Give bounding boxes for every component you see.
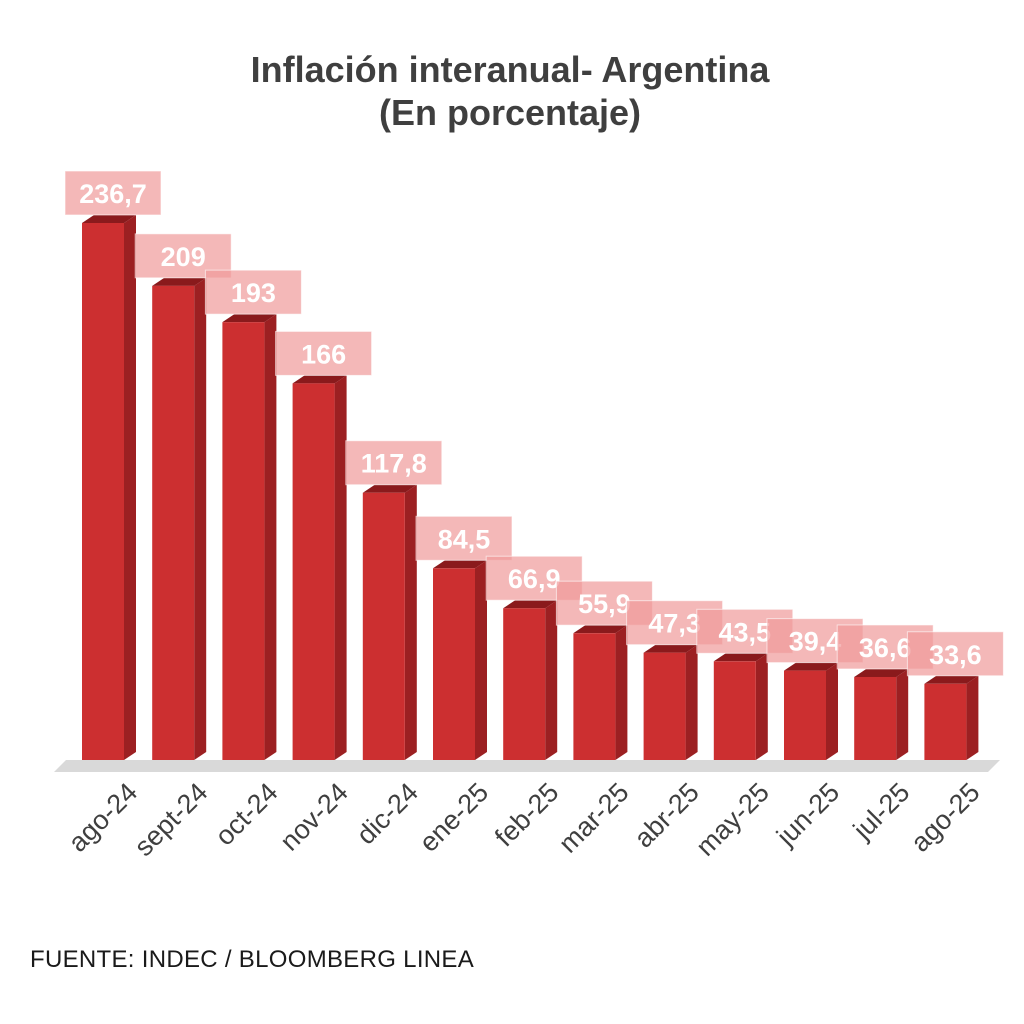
- value-label: 55,9: [578, 589, 631, 619]
- bar: [292, 383, 335, 760]
- bar-side: [334, 375, 347, 760]
- bar-side: [826, 662, 838, 760]
- value-label: 33,6: [929, 640, 982, 670]
- bar-side: [264, 314, 277, 760]
- bar-side: [475, 560, 487, 760]
- bar: [713, 661, 756, 760]
- bar-top: [362, 484, 417, 493]
- x-tick-label: dic-24: [351, 777, 424, 850]
- bar-top: [643, 644, 698, 653]
- value-label: 117,8: [361, 449, 427, 479]
- value-label: 209: [161, 242, 206, 272]
- bar: [503, 608, 546, 760]
- value-label: 43,5: [719, 617, 772, 647]
- source-note: FUENTE: INDEC / BLOOMBERG LINEA: [30, 946, 475, 973]
- bar-side: [194, 277, 207, 760]
- x-tick-label: feb-25: [489, 777, 564, 852]
- chart-title-line2: (En porcentaje): [379, 92, 641, 133]
- x-tick-label: may-25: [690, 777, 775, 862]
- value-label: 166: [301, 339, 346, 369]
- bar: [222, 322, 265, 760]
- bars-group: [82, 215, 979, 760]
- bar-top: [152, 277, 207, 286]
- chart-title-line1: Inflación interanual- Argentina: [251, 49, 771, 90]
- bar-top: [924, 675, 979, 684]
- bar-top: [854, 668, 909, 677]
- x-tick-label: mar-25: [553, 777, 635, 859]
- bar-side: [615, 625, 628, 760]
- x-tick-label: nov-24: [274, 777, 354, 857]
- bar-side: [404, 484, 417, 760]
- bar-top: [222, 314, 277, 323]
- value-label: 193: [231, 278, 276, 308]
- bar-side: [124, 215, 136, 760]
- x-tick-label: ago-24: [63, 777, 144, 858]
- bar: [152, 285, 195, 760]
- x-tick-label: oct-24: [209, 777, 283, 851]
- bar-side: [755, 653, 768, 760]
- bar-top: [503, 600, 558, 609]
- value-label-box: [345, 440, 443, 486]
- bar-top: [784, 662, 838, 671]
- value-label-box: [906, 631, 1004, 677]
- x-tick-label: ene-25: [414, 777, 495, 858]
- x-tick-label: jun-25: [770, 777, 845, 852]
- chart-floor: [54, 760, 1000, 772]
- bar-side: [966, 675, 979, 760]
- bar-side: [685, 644, 698, 760]
- x-tick-label: sept-24: [129, 777, 214, 862]
- bar: [643, 652, 686, 760]
- value-label: 84,5: [438, 524, 491, 554]
- bar-top: [573, 625, 628, 634]
- bar-top: [292, 375, 347, 384]
- value-label-box: [134, 233, 232, 279]
- bar-side: [896, 668, 909, 760]
- bar-top: [433, 560, 487, 569]
- bar: [573, 633, 616, 760]
- bar: [924, 683, 967, 760]
- bar: [82, 223, 124, 760]
- value-label: 47,3: [648, 609, 701, 639]
- value-label: 36,6: [859, 633, 912, 663]
- value-label: 236,7: [79, 179, 147, 209]
- value-label: 66,9: [508, 564, 561, 594]
- bar-side: [545, 600, 558, 760]
- x-tick-label: ago-25: [905, 777, 986, 858]
- bar-top: [713, 653, 768, 662]
- value-label-box: [64, 170, 162, 216]
- bar: [433, 568, 475, 760]
- value-label: 39,4: [789, 627, 842, 657]
- value-label-box: [204, 269, 302, 315]
- value-label-box: [275, 330, 373, 376]
- value-label-box: [415, 515, 513, 561]
- bar-top: [82, 215, 136, 223]
- x-tick-labels-group: ago-24sept-24oct-24nov-24dic-24ene-25feb…: [63, 777, 986, 862]
- value-labels-group: 236,7 209 193 166 117,8 84,5 66,9 55,9 47,3 43,5 3…: [64, 170, 1004, 677]
- bar: [362, 492, 405, 760]
- bar: [784, 670, 826, 760]
- bar: [854, 676, 897, 760]
